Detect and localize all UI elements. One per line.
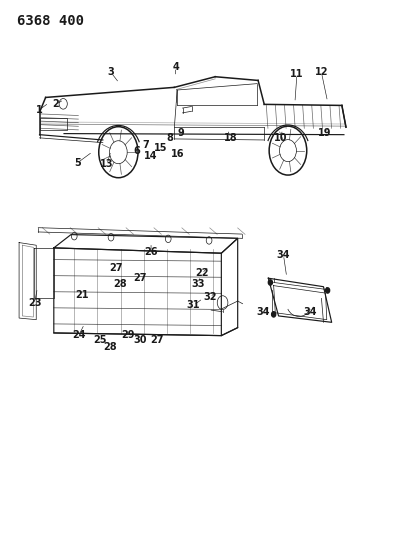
Text: 12: 12: [314, 68, 327, 77]
Text: 24: 24: [72, 329, 86, 340]
Text: 6368 400: 6368 400: [17, 14, 84, 28]
Text: 29: 29: [121, 329, 135, 340]
Text: 6: 6: [133, 146, 139, 156]
Text: 19: 19: [317, 127, 330, 138]
Text: 34: 34: [256, 306, 269, 317]
Text: 33: 33: [191, 279, 204, 288]
Circle shape: [325, 288, 329, 293]
Text: 27: 27: [133, 273, 147, 283]
Text: 5: 5: [74, 158, 81, 168]
Text: 16: 16: [170, 149, 184, 159]
Text: 31: 31: [187, 300, 200, 310]
Text: 25: 25: [92, 335, 106, 345]
Text: 4: 4: [172, 62, 178, 72]
Text: 32: 32: [202, 292, 216, 302]
Text: 28: 28: [113, 279, 126, 288]
Text: 27: 27: [109, 263, 122, 272]
Circle shape: [267, 280, 272, 285]
Text: 8: 8: [166, 133, 173, 143]
Text: 2: 2: [52, 99, 59, 109]
Text: 18: 18: [223, 133, 236, 143]
Text: 28: 28: [103, 342, 117, 352]
Text: 3: 3: [108, 68, 114, 77]
Text: 1: 1: [36, 104, 43, 115]
Circle shape: [271, 312, 275, 317]
Text: 13: 13: [100, 159, 113, 169]
Text: 23: 23: [28, 297, 41, 308]
Text: 27: 27: [150, 335, 163, 345]
Text: 22: 22: [195, 269, 208, 278]
Text: 34: 34: [276, 250, 290, 260]
Text: 26: 26: [144, 247, 157, 256]
Text: 15: 15: [154, 143, 167, 154]
Text: 34: 34: [303, 306, 317, 317]
Text: 14: 14: [144, 151, 157, 161]
Text: 10: 10: [273, 133, 287, 143]
Text: 30: 30: [133, 335, 147, 345]
Text: 11: 11: [290, 69, 303, 79]
Text: 7: 7: [142, 140, 149, 150]
Text: 21: 21: [75, 289, 88, 300]
Text: 9: 9: [177, 127, 183, 138]
